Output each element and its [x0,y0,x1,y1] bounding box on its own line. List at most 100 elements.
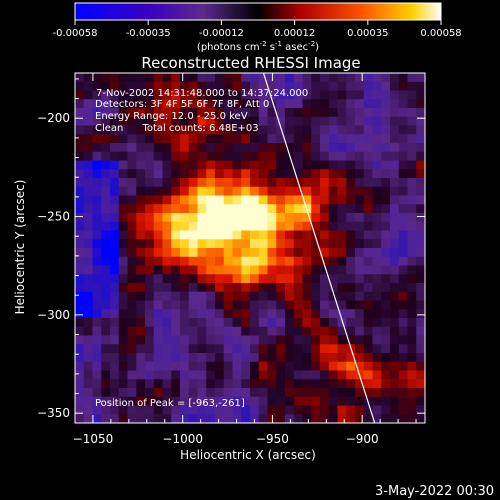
heatmap-cell [92,125,102,135]
heatmap-cell [328,353,339,363]
heatmap-cell [390,291,400,302]
heatmap-cell [136,186,146,197]
heatmap-cell [232,143,242,153]
heatmap-cell [241,256,251,267]
heatmap-cell [145,309,155,319]
heatmap-cell [136,414,146,423]
heatmap-cell [407,370,417,380]
heatmap-cell [136,239,146,249]
heatmap-cell [276,230,286,240]
heatmap-cell [285,81,295,92]
heatmap-cell [407,388,417,398]
heatmap-cell [206,274,216,284]
heatmap-cell [276,396,286,407]
heatmap-cell [206,300,216,310]
heatmap-cell [285,361,295,372]
heatmap-cell [145,151,155,162]
heatmap-cell [127,81,137,92]
heatmap-cell [232,90,242,100]
heatmap-cell [328,116,339,127]
heatmap-cell [398,160,409,170]
heatmap-cell [188,248,199,258]
heatmap-cell [206,388,216,398]
heatmap-cell [285,265,295,275]
heatmap-cell [267,265,277,275]
solar-limb-line [262,73,376,423]
heatmap-cell [162,405,172,415]
heatmap-cell [390,73,400,83]
heatmap-cell [83,396,94,407]
heatmap-cell [398,344,409,354]
heatmap-cell [320,318,330,328]
heatmap-cell [398,125,409,135]
heatmap-cell [171,300,181,310]
heatmap-cell [311,221,321,232]
heatmap-cell [171,134,181,144]
heatmap-cell [197,204,207,214]
heatmap-cell [197,151,207,162]
heatmap-cell [250,81,260,92]
heatmap-cell [320,230,330,240]
heatmap-cell [267,248,277,258]
heatmap-cell [92,344,102,354]
heatmap-cell [250,125,260,135]
heatmap-cell [101,116,111,127]
heatmap-cell [162,143,172,153]
heatmap-cell [188,379,199,389]
heatmap-cell [337,186,347,197]
heatmap-cell [293,300,304,310]
heatmap-cell [407,239,417,249]
heatmap-cell [215,256,225,267]
heatmap-cell [171,318,181,328]
heatmap-cell [381,90,391,100]
heatmap-cell [197,388,207,398]
heatmap-cell [381,370,391,380]
heatmap-cell [153,379,164,389]
heatmap-cell [136,256,146,267]
heatmap-cell [153,73,164,83]
heatmap-cell [153,134,164,144]
heatmap-cell [267,353,277,363]
heatmap-cell [241,291,251,302]
heatmap-cell [171,344,181,354]
heatmap-cell [136,221,146,232]
heatmap-cell [337,318,347,328]
heatmap-cell [145,396,155,407]
heatmap-cell [162,388,172,398]
heatmap-cell [267,134,277,144]
heatmap-cell [320,239,330,249]
heatmap-cell [171,326,181,337]
heatmap-cell [372,414,382,423]
heatmap-cell [136,283,146,293]
heatmap-cell [328,125,339,135]
heatmap-cell [206,326,216,337]
chart-title: Reconstructed RHESSI Image [141,54,360,72]
heatmap-cell [92,388,102,398]
heatmap-cell [328,414,339,423]
heatmap-cell [250,186,260,197]
heatmap-cell [311,134,321,144]
heatmap-cell [311,143,321,153]
heatmap-cell [416,344,425,354]
heatmap-cell [381,116,391,127]
heatmap-cell [320,414,330,423]
heatmap-cell [180,379,190,389]
heatmap-cell [180,195,190,205]
heatmap-cell [390,186,400,197]
heatmap-cell [75,405,85,415]
heatmap-cell [118,230,129,240]
heatmap-cell [127,326,137,337]
heatmap-cell [285,230,295,240]
heatmap-cell [390,125,400,135]
heatmap-cell [241,265,251,275]
heatmap-cell [127,248,137,258]
heatmap-cell [372,151,382,162]
heatmap-cell [398,73,409,83]
heatmap-cell [101,221,111,232]
heatmap-cell [232,160,242,170]
heatmap-cell [83,370,94,380]
heatmap-cell [83,274,94,284]
heatmap-cell [407,326,417,337]
heatmap-cell [145,318,155,328]
heatmap-cell [83,414,94,423]
